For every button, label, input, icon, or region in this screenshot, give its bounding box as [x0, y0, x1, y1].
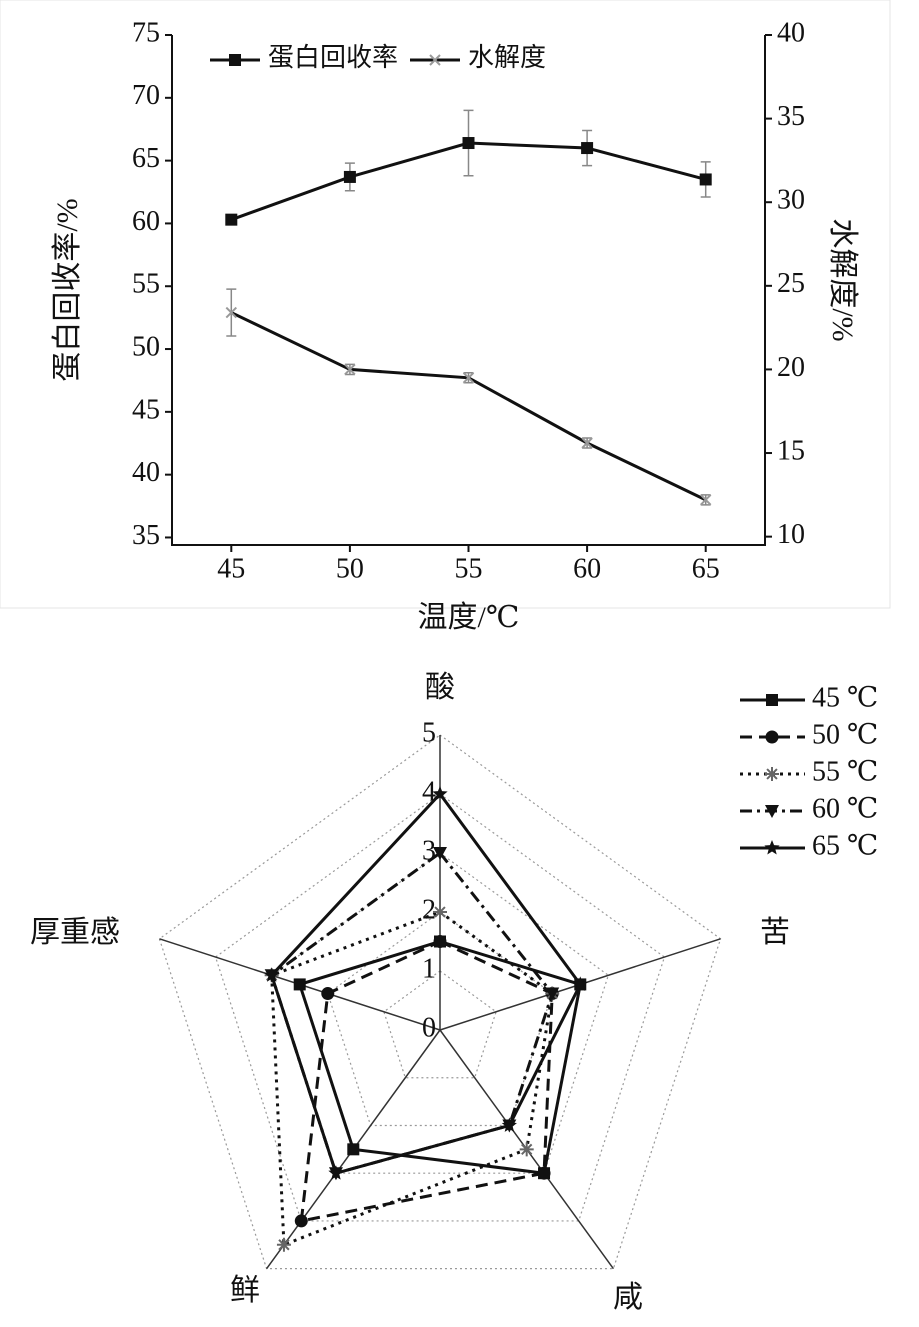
marker	[344, 363, 356, 376]
y-tick-label: 40	[132, 457, 160, 488]
y-tick-label: 55	[132, 269, 160, 300]
y2-tick-label: 20	[777, 352, 805, 383]
series-line	[230, 311, 707, 502]
marker	[264, 967, 280, 982]
series-line	[270, 910, 554, 1247]
grid-ring	[327, 911, 553, 1127]
marker	[462, 137, 475, 150]
y-axis-label: 蛋白回收率/%	[51, 198, 84, 381]
y2-axis-label: 水解度/%	[826, 218, 859, 341]
legend-label: 60 ℃	[812, 793, 878, 824]
marker	[328, 1165, 344, 1180]
r-tick-label: 2	[422, 894, 436, 925]
marker	[764, 840, 780, 855]
r-tick-label: 5	[422, 717, 436, 748]
marker	[537, 1166, 551, 1180]
series-line	[269, 791, 583, 1176]
x-tick-label: 45	[217, 553, 245, 584]
axis-category-label: 酸	[425, 671, 455, 704]
marker	[581, 437, 593, 449]
marker	[433, 847, 447, 860]
marker	[501, 1117, 517, 1132]
marker	[293, 978, 306, 991]
marker	[765, 730, 779, 744]
y2-tick-label: 35	[777, 101, 805, 132]
y2-tick-label: 25	[777, 268, 805, 299]
y-tick-label: 50	[132, 331, 160, 362]
series-line	[297, 939, 583, 1175]
legend-label: 50 ℃	[812, 719, 878, 750]
y-tick-label: 70	[132, 80, 160, 111]
marker	[699, 173, 712, 186]
y2-tick-label: 15	[777, 435, 805, 466]
x-tick-label: 50	[336, 553, 364, 584]
legend-label: 水解度	[468, 43, 546, 72]
marker	[225, 213, 238, 226]
axis-category-label: 苦	[760, 916, 790, 949]
legend-label: 65 ℃	[812, 830, 878, 861]
marker	[433, 905, 447, 919]
marker	[432, 786, 448, 801]
marker	[321, 987, 335, 1001]
marker	[225, 306, 238, 319]
marker	[462, 372, 475, 384]
x-tick-label: 55	[455, 553, 483, 584]
x-tick-label: 60	[573, 553, 601, 584]
grid-ring	[214, 793, 666, 1222]
grid-ring	[158, 734, 722, 1270]
marker	[766, 694, 778, 706]
marker	[229, 54, 241, 66]
marker	[347, 1143, 360, 1156]
marker	[276, 1237, 291, 1252]
y-tick-label: 35	[132, 520, 160, 551]
axis-category-label: 咸	[613, 1281, 643, 1314]
panel-frame	[0, 0, 891, 609]
y-tick-label: 75	[132, 17, 160, 48]
marker	[294, 1214, 308, 1228]
marker	[699, 494, 712, 506]
y2-tick-label: 40	[777, 17, 805, 48]
r-tick-label: 0	[422, 1012, 436, 1043]
y-tick-label: 65	[132, 143, 160, 174]
legend-label: 45 ℃	[812, 682, 878, 713]
y-tick-label: 60	[132, 206, 160, 237]
marker	[433, 935, 447, 948]
y-tick-label: 45	[132, 394, 160, 425]
grid-ring	[270, 852, 610, 1174]
r-tick-label: 1	[422, 953, 436, 984]
marker	[429, 54, 441, 66]
marker	[343, 170, 356, 183]
legend-label: 蛋白回收率	[268, 43, 398, 72]
marker	[765, 767, 779, 781]
marker	[545, 987, 560, 1001]
marker	[581, 142, 594, 155]
legend-label: 55 ℃	[812, 756, 878, 787]
r-tick-label: 4	[422, 776, 436, 807]
axis-category-label: 厚重感	[30, 916, 120, 949]
x-tick-label: 65	[692, 553, 720, 584]
axis-category-label: 鲜	[230, 1274, 260, 1307]
marker	[519, 1142, 534, 1157]
series-line	[299, 939, 554, 1223]
y2-tick-label: 10	[777, 519, 805, 550]
marker	[765, 805, 779, 818]
marker	[572, 976, 588, 991]
x-axis-label: 温度/℃	[418, 601, 520, 634]
y2-tick-label: 30	[777, 185, 805, 216]
